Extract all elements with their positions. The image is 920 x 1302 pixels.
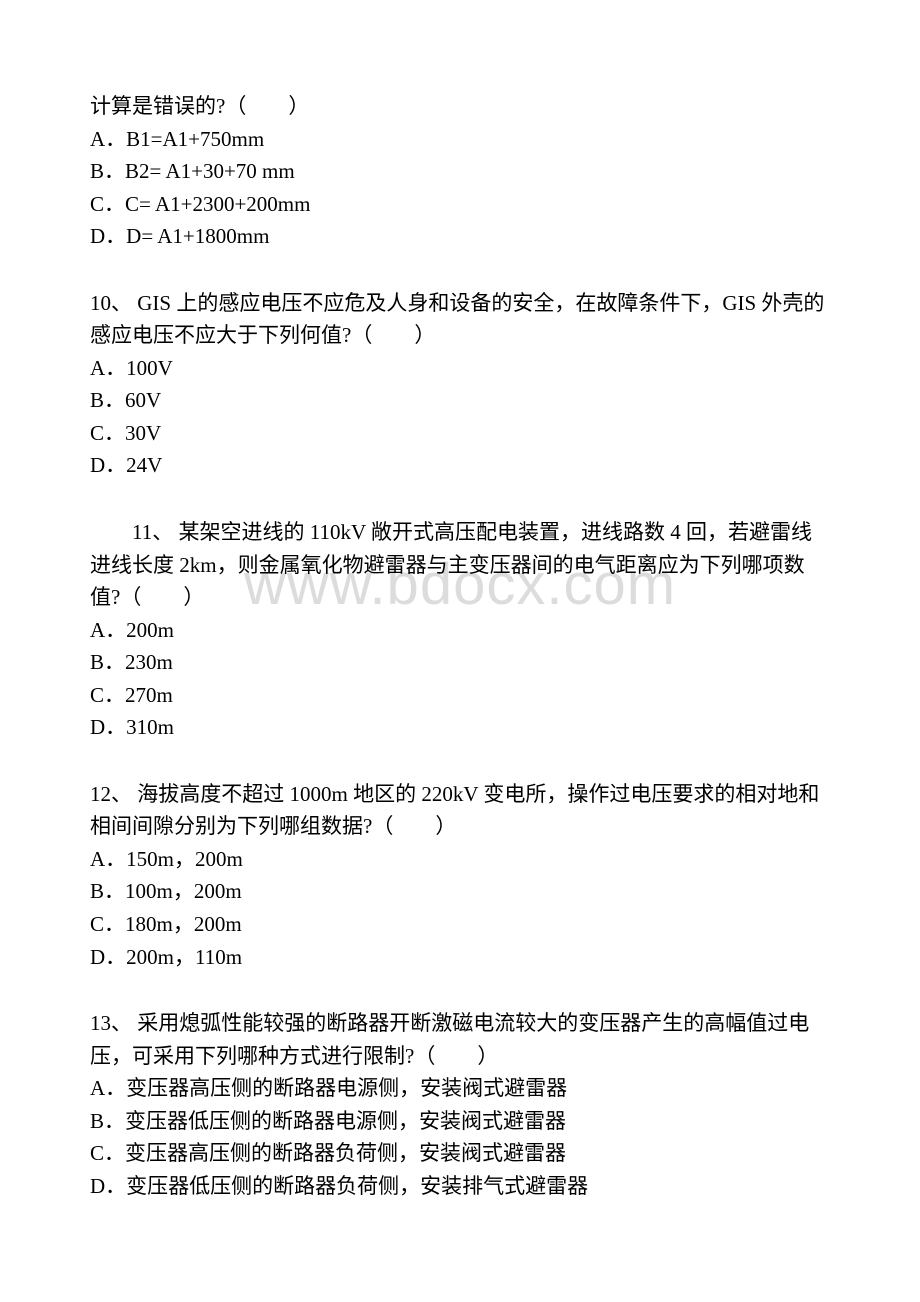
page-content: 计算是错误的?（ ） A．B1=A1+750mm B．B2= A1+30+70 … [90,90,830,1202]
option-a: A．150m，200m [90,843,830,876]
question-stem: 13、 采用熄弧性能较强的断路器开断激磁电流较大的变压器产生的高幅值过电压，可采… [90,1007,830,1072]
question-stem: 11、 某架空进线的 110kV 敞开式高压配电装置，进线路数 4 回，若避雷线… [90,516,830,614]
question-stem: 12、 海拔高度不超过 1000m 地区的 220kV 变电所，操作过电压要求的… [90,778,830,843]
question-10: 10、 GIS 上的感应电压不应危及人身和设备的安全，在故障条件下，GIS 外壳… [90,287,830,482]
question-12: 12、 海拔高度不超过 1000m 地区的 220kV 变电所，操作过电压要求的… [90,778,830,973]
option-b: B．B2= A1+30+70 mm [90,155,830,188]
document-page: www.bdocx.com 计算是错误的?（ ） A．B1=A1+750mm B… [0,0,920,1262]
option-d: D．D= A1+1800mm [90,220,830,253]
question-stem: 10、 GIS 上的感应电压不应危及人身和设备的安全，在故障条件下，GIS 外壳… [90,287,830,352]
option-a: A．200m [90,614,830,647]
option-d: D．24V [90,449,830,482]
option-d: D．310m [90,711,830,744]
option-c: C．180m，200m [90,908,830,941]
question-9-tail: 计算是错误的?（ ） A．B1=A1+750mm B．B2= A1+30+70 … [90,90,830,253]
option-d: D．变压器低压侧的断路器负荷侧，安装排气式避雷器 [90,1170,830,1203]
option-c: C．270m [90,679,830,712]
option-c: C．变压器高压侧的断路器负荷侧，安装阀式避雷器 [90,1137,830,1170]
question-13: 13、 采用熄弧性能较强的断路器开断激磁电流较大的变压器产生的高幅值过电压，可采… [90,1007,830,1202]
option-b: B．100m，200m [90,875,830,908]
option-a: A．B1=A1+750mm [90,123,830,156]
option-b: B．变压器低压侧的断路器电源侧，安装阀式避雷器 [90,1105,830,1138]
option-d: D．200m，110m [90,941,830,974]
option-c: C．C= A1+2300+200mm [90,188,830,221]
question-stem: 计算是错误的?（ ） [90,90,830,123]
option-a: A．100V [90,352,830,385]
option-a: A．变压器高压侧的断路器电源侧，安装阀式避雷器 [90,1072,830,1105]
option-b: B．60V [90,384,830,417]
question-11: 11、 某架空进线的 110kV 敞开式高压配电装置，进线路数 4 回，若避雷线… [90,516,830,744]
option-b: B．230m [90,646,830,679]
option-c: C．30V [90,417,830,450]
